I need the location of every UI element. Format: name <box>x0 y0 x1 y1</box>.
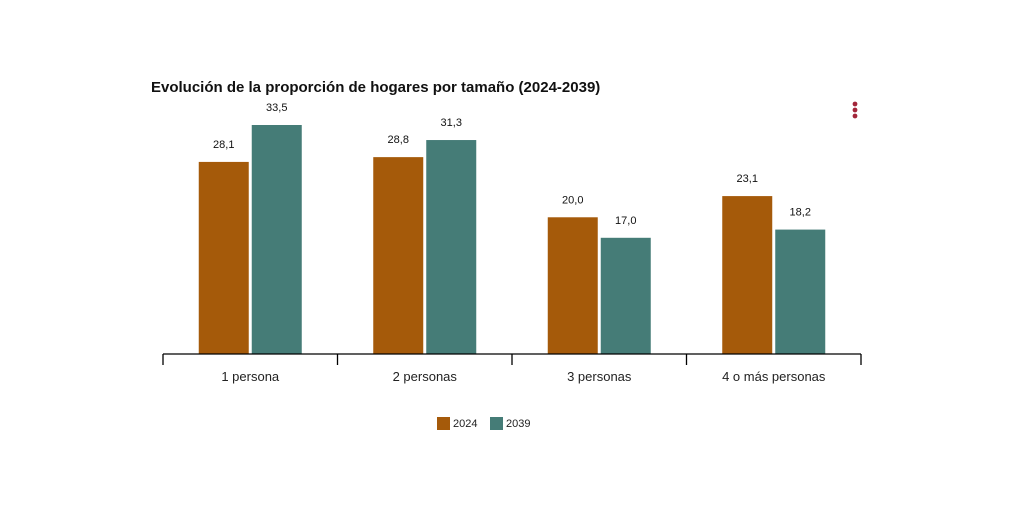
legend-swatch-2024 <box>437 417 450 430</box>
data-label-2024-3: 20,0 <box>562 194 583 206</box>
bar-2024-1[interactable] <box>198 161 249 354</box>
legend-label-2039: 2039 <box>506 418 530 430</box>
data-label-2039-2: 31,3 <box>441 117 462 129</box>
chart-title: Evolución de la proporción de hogares po… <box>151 79 600 96</box>
data-label-2024-4: 23,1 <box>737 173 758 185</box>
legend-item-2039[interactable]: 2039 <box>490 417 530 430</box>
chart-menu-button[interactable] <box>846 98 864 122</box>
data-label-2024-2: 28,8 <box>388 134 409 146</box>
data-label-2039-1: 33,5 <box>266 102 287 114</box>
x-tick-label: 4 o más personas <box>722 369 826 384</box>
x-tick-label: 1 persona <box>221 369 280 384</box>
bar-2024-4[interactable] <box>722 196 773 354</box>
menu-dot[interactable] <box>852 113 858 119</box>
legend-label-2024: 2024 <box>453 418 477 430</box>
bar-2039-4[interactable] <box>775 229 826 354</box>
x-axis: 1 persona 2 personas 3 personas 4 o más per… <box>162 353 862 384</box>
bar-2039-1[interactable] <box>251 125 302 354</box>
legend-item-2024[interactable]: 2024 <box>437 417 477 430</box>
x-tick-label: 2 personas <box>393 369 458 384</box>
data-label-2039-4: 18,2 <box>790 207 811 219</box>
menu-dot[interactable] <box>852 107 858 113</box>
vertical-ellipsis-icon[interactable] <box>852 101 858 119</box>
x-tick-label: 3 personas <box>567 369 632 384</box>
legend-swatch-2039 <box>490 417 503 430</box>
bar-2039-2[interactable] <box>426 140 477 354</box>
bar-2024-3[interactable] <box>547 217 598 354</box>
data-label-2039-3: 17,0 <box>615 215 636 227</box>
bars-group <box>198 125 826 354</box>
bar-2039-3[interactable] <box>600 237 651 354</box>
data-labels-group: 28,1 33,5 28,8 31,3 20,0 17,0 23,1 18,2 <box>213 102 811 227</box>
legend: 2024 2039 <box>437 417 530 430</box>
menu-dot[interactable] <box>852 101 858 107</box>
data-label-2024-1: 28,1 <box>213 139 234 151</box>
bar-2024-2[interactable] <box>373 157 424 354</box>
